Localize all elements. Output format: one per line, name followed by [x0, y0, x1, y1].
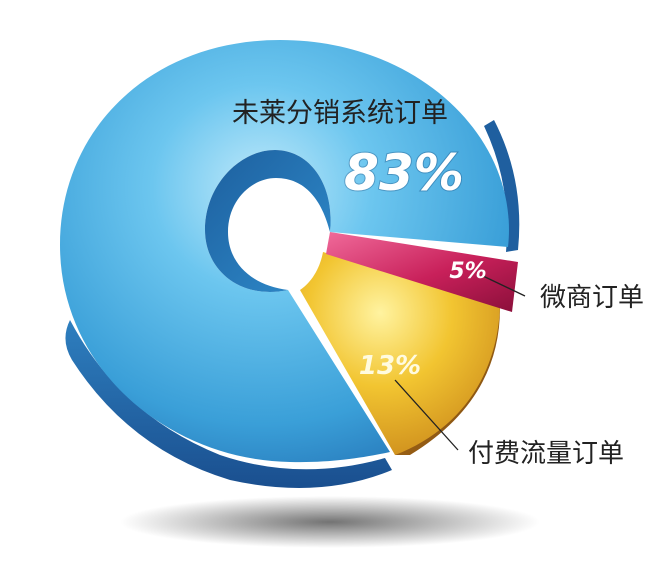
slice-2[interactable]	[326, 232, 518, 312]
slice-0[interactable]	[60, 40, 509, 463]
slice-label-0: 未莱分销系统订单	[232, 98, 448, 129]
slice-side-right	[484, 120, 520, 252]
slice-value-1: 13%	[359, 351, 421, 381]
slice-label-1: 付费流量订单	[468, 439, 624, 469]
leader-line-2	[482, 275, 526, 297]
slice-1[interactable]	[300, 252, 500, 455]
slice-side-primary	[65, 320, 393, 488]
slice-value-2: 5%	[449, 259, 486, 284]
ground-shadow	[120, 496, 540, 548]
donut-hole	[205, 150, 331, 292]
slice-label-2: 微商订单	[540, 283, 644, 313]
leader-line-1	[394, 379, 459, 451]
slice-value-0: 83%	[344, 144, 464, 202]
